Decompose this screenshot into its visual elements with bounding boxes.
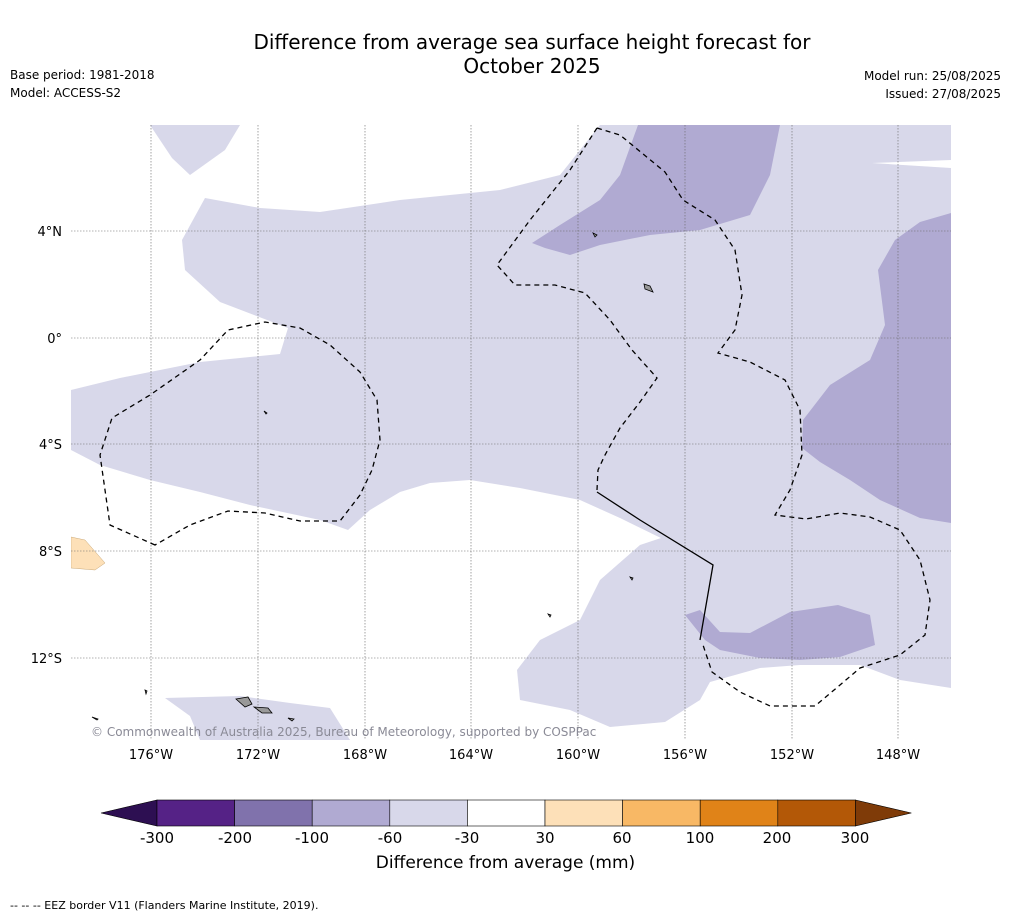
eez-borders <box>99 127 931 707</box>
colorbar-tick: 60 <box>612 829 632 847</box>
colorbar-segments <box>100 799 912 827</box>
colorbar-tick: -60 <box>377 829 403 847</box>
lon-label: 164°W <box>449 748 493 760</box>
colorbar-segment <box>389 799 468 827</box>
colorbar-tick: -200 <box>217 829 253 847</box>
sea-level-map: 4°N 0° 4°S 8°S 12°S 176°W 172°W 168°W 16… <box>31 125 951 760</box>
base-period: Base period: 1981-2018 <box>10 68 155 82</box>
lon-label: 176°W <box>129 748 173 760</box>
issued-date: Issued: 27/08/2025 <box>885 87 1001 101</box>
colorbar-extend-low <box>100 799 158 827</box>
map-title: Difference from average sea surface heig… <box>253 30 811 78</box>
graticule <box>71 125 951 740</box>
colorbar-tick: 100 <box>685 829 715 847</box>
meta-left: Base period: 1981-2018 Model: ACCESS-S2 <box>10 66 155 102</box>
model-run: Model run: 25/08/2025 <box>863 69 1001 83</box>
anomaly-band-light <box>71 125 951 740</box>
colorbar-tick: -300 <box>139 829 175 847</box>
lat-label: 4°N <box>38 225 63 240</box>
colorbar-segment <box>622 799 701 827</box>
lon-label: 152°W <box>770 748 814 760</box>
colorbar-extend-high <box>855 799 912 827</box>
colorbar-tick: 200 <box>762 829 792 847</box>
colorbar-segment <box>777 799 856 827</box>
colorbar-segment <box>467 799 546 827</box>
meta-right: Model run: 25/08/2025 Issued: 27/08/2025 <box>864 67 1001 103</box>
model-name: Model: ACCESS-S2 <box>10 86 122 100</box>
copyright-notice: © Commonwealth of Australia 2025, Bureau… <box>91 725 597 739</box>
colorbar <box>100 799 912 827</box>
lat-label: 8°S <box>39 545 62 560</box>
positive-anomaly-patch <box>71 536 106 571</box>
map-area <box>71 125 951 740</box>
longitude-labels: 176°W 172°W 168°W 164°W 160°W 156°W 152°… <box>129 748 920 760</box>
lon-label: 160°W <box>556 748 600 760</box>
anomaly-band-medium <box>532 125 951 660</box>
colorbar-label: Difference from average (mm) <box>375 853 636 873</box>
lat-label: 0° <box>47 332 62 347</box>
colorbar-segment <box>544 799 623 827</box>
colorbar-tick: 30 <box>535 829 555 847</box>
lon-label: 168°W <box>343 748 387 760</box>
lon-label: 172°W <box>236 748 280 760</box>
colorbar-segment <box>699 799 779 827</box>
colorbar-tick: -30 <box>454 829 480 847</box>
colorbar-tick: -100 <box>294 829 330 847</box>
lon-label: 148°W <box>876 748 920 760</box>
islands <box>91 232 654 722</box>
lon-label: 156°W <box>663 748 707 760</box>
colorbar-segment <box>156 799 235 827</box>
eez-footnote: -- -- -- EEZ border V11 (Flanders Marine… <box>10 899 319 912</box>
lat-label: 12°S <box>31 652 62 667</box>
colorbar-tick: 300 <box>840 829 870 847</box>
colorbar-segment <box>311 799 391 827</box>
lat-label: 4°S <box>39 438 62 453</box>
colorbar-segment <box>234 799 313 827</box>
latitude-labels: 4°N 0° 4°S 8°S 12°S <box>31 225 62 667</box>
